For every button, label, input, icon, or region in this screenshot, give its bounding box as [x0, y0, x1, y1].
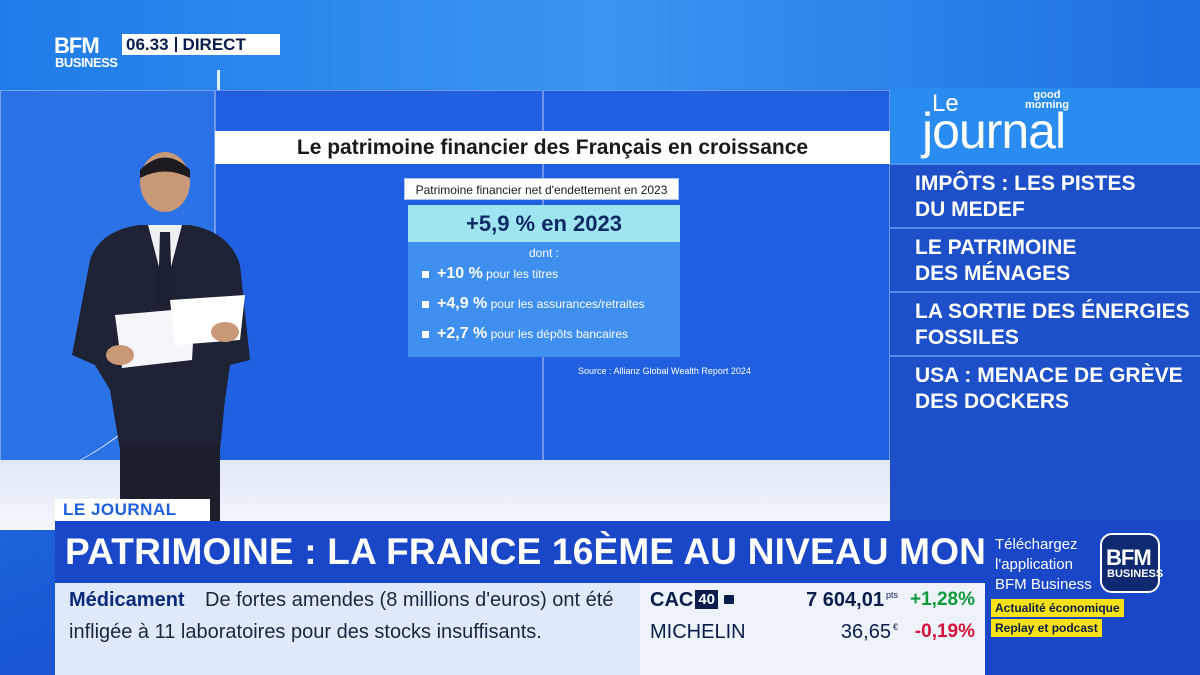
ticker-category: Médicament [69, 589, 185, 611]
journal-panel: Le journal good morning IMPÔTS : LES PIS… [890, 88, 1200, 520]
topic-line2: DES MÉNAGES [915, 262, 1071, 285]
infographic-item: +10 % pour les titres [422, 265, 677, 283]
promo-tag-replay: Replay et podcast [991, 619, 1102, 637]
presenter-figure [72, 152, 250, 530]
good-morning-logo: good morning [1025, 89, 1069, 111]
journal-topic: LE PATRIMOINE DES MÉNAGES [890, 227, 1200, 290]
badge-line1: BFM [1106, 545, 1152, 570]
market-row-index: CAC 40 7 604,01 pts +1,28% [650, 589, 980, 617]
item-percent: +10 % [437, 265, 483, 282]
news-ticker: Médicament De fortes amendes (8 millions… [55, 583, 640, 675]
bullet-square-icon [422, 300, 429, 308]
journal-topic: USA : MENACE DE GRÈVE DES DOCKERS [890, 355, 1200, 418]
stock-value-number: 36,65 [840, 621, 891, 643]
ticker-line2: infligée à 11 laboratoires pour des stoc… [69, 621, 542, 643]
item-text: pour les titres [486, 267, 559, 281]
infographic-box: +5,9 % en 2023 dont : +10 % pour les tit… [408, 205, 680, 357]
stock-value: 36,65 € [841, 621, 898, 644]
ticker-line1: De fortes amendes (8 millions d'euros) o… [205, 589, 614, 611]
index-label: CAC [650, 589, 694, 611]
morning-text: morning [1025, 99, 1069, 111]
logo-line2: BUSINESS [55, 55, 118, 70]
topic-line1: LA SORTIE DES ÉNERGIES [915, 300, 1190, 323]
topic-line2: DU MEDEF [915, 198, 1025, 221]
infographic-subtitle: Patrimoine financier net d'endettement e… [404, 178, 679, 200]
journal-topic: IMPÔTS : LES PISTES DU MEDEF [890, 163, 1200, 226]
journal-le: Le [932, 90, 959, 117]
promo-line1: Téléchargez [995, 536, 1078, 553]
promo-text: Téléchargez l'application BFM Business [995, 535, 1092, 595]
index-number-badge: 40 [695, 590, 719, 609]
index-unit: pts [885, 590, 898, 600]
app-promo: Téléchargez l'application BFM Business B… [985, 521, 1200, 675]
bullet-square-icon [422, 270, 429, 278]
badge-line2: BUSINESS [1107, 568, 1164, 580]
infographic-item: +4,9 % pour les assurances/retraites [422, 295, 677, 313]
le-journal-tag: LE JOURNAL [55, 499, 210, 521]
index-value: 7 604,01 pts [806, 589, 898, 612]
good-text: good [1033, 89, 1061, 101]
live-label: DIRECT [182, 35, 246, 54]
infographic-dont: dont : [528, 246, 560, 260]
item-percent: +4,9 % [437, 295, 488, 312]
journal-panel-header: Le journal good morning [890, 88, 1200, 163]
promo-line2: l'application [995, 556, 1073, 573]
bullet-square-icon [422, 330, 429, 338]
item-text: pour les assurances/retraites [490, 297, 645, 311]
market-row-stock: MICHELIN 36,65 € -0,19% [650, 621, 980, 649]
item-percent: +2,7 % [437, 325, 488, 342]
infographic-headline: +5,9 % en 2023 [408, 205, 680, 242]
journal-title: journal [922, 103, 1066, 159]
topic-line1: LE PATRIMOINE [915, 236, 1077, 259]
clock-live-badge: 06.33 DIRECT [122, 34, 280, 55]
index-name: CAC 40 [650, 589, 735, 612]
clock-separator [174, 37, 177, 52]
topic-line2: FOSSILES [915, 326, 1019, 349]
clock-time: 06.33 [126, 35, 169, 54]
stock-name: MICHELIN [650, 621, 746, 643]
bfm-business-logo: BFM BUSINESS [54, 33, 118, 75]
stock-change: -0,19% [914, 621, 975, 642]
infographic-item: +2,7 % pour les dépôts bancaires [422, 325, 677, 343]
infographic-title: Le patrimoine financier des Français en … [215, 131, 890, 164]
index-value-number: 7 604,01 [806, 589, 884, 611]
lock-icon [724, 595, 735, 604]
market-ticker: CAC 40 7 604,01 pts +1,28% MICHELIN 36,65 €… [640, 583, 985, 675]
stock-unit: € [892, 622, 898, 632]
promo-line3: BFM Business [995, 576, 1092, 593]
topic-line1: IMPÔTS : LES PISTES [915, 172, 1136, 195]
infographic-source: Source : Allianz Global Wealth Report 20… [578, 366, 751, 376]
topic-line2: DES DOCKERS [915, 390, 1070, 413]
journal-topic: LA SORTIE DES ÉNERGIES FOSSILES [890, 291, 1200, 354]
item-text: pour les dépôts bancaires [490, 327, 629, 341]
bfm-app-badge-icon: BFM BUSINESS [1100, 533, 1164, 593]
promo-tag-news: Actualité économique [991, 599, 1124, 617]
logo-line1: BFM [54, 33, 100, 58]
topic-line1: USA : MENACE DE GRÈVE [915, 364, 1183, 387]
lower-third-headline: PATRIMOINE : LA FRANCE 16ÈME AU NIVEAU M… [55, 521, 1073, 583]
index-change: +1,28% [910, 589, 975, 610]
